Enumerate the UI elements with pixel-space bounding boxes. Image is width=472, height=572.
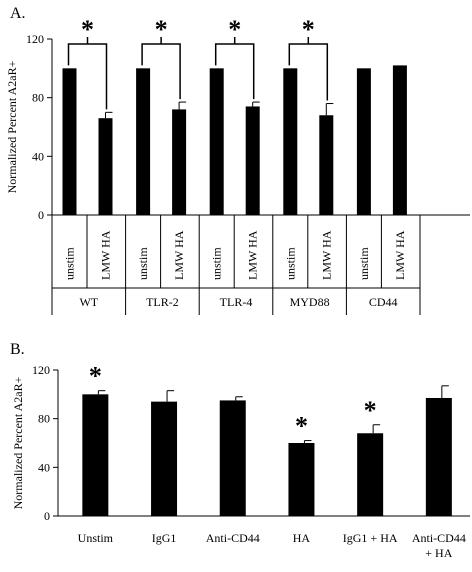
significance-star: * [295,412,308,441]
y-tick-label: 80 [38,412,50,426]
bar [283,68,298,215]
condition-label: LMW HA [246,230,260,280]
y-tick-label: 120 [26,32,44,46]
significance-star: * [364,396,377,425]
panel-b-chart: B. 0 40 80 120 Normalized Percent A2aR+ * Unsti… [10,341,470,560]
bar [356,68,371,215]
bar [319,115,334,215]
bar [219,400,246,516]
condition-label: LMW HA [99,230,113,280]
y-tick-label: 80 [32,91,44,105]
y-tick-label: 0 [44,509,50,523]
significance-star: * [81,15,94,44]
category-label-line: Anti-CD44 [412,531,466,545]
panel-label: B. [10,341,25,358]
category-label-line: + HA [425,546,452,560]
category-label-line: Unstim [78,531,114,545]
bar [209,68,224,215]
y-tick-label: 0 [38,208,44,222]
bar [172,109,187,215]
bar [82,394,109,516]
y-tick-label: 120 [32,363,50,377]
condition-label: LMW HA [393,230,407,280]
condition-label: unstim [283,247,297,280]
category-label-line: IgG1 [152,531,177,545]
condition-label: LMW HA [172,230,186,280]
significance-star: * [155,15,168,44]
category-label-line: Anti-CD44 [206,531,260,545]
bar [425,397,452,516]
panel-a-chart: A. 0 40 80 120 Normalized Percent A2aR+ unstim… [5,5,470,315]
condition-label: unstim [210,247,224,280]
y-tick-label: 40 [32,149,44,163]
bar [98,118,113,215]
category-label: IgG1 [152,531,177,545]
bar [357,433,384,516]
y-tick-label: 40 [38,460,50,474]
condition-label: unstim [136,247,150,280]
group-label: WT [79,295,98,309]
bar [136,68,151,215]
category-label: HA [293,531,311,545]
category-label-line: HA [293,531,311,545]
category-label: Anti-CD44 [206,531,260,545]
bar [245,106,260,215]
category-label: IgG1 + HA [343,531,398,545]
condition-label: unstim [63,247,77,280]
group-label: MYD88 [290,295,330,309]
condition-label: unstim [357,247,371,280]
condition-label: LMW HA [319,230,333,280]
panel-label: A. [10,5,26,22]
category-label: Anti-CD44 + HA [412,531,466,560]
bar [151,401,178,516]
significance-star: * [302,15,315,44]
bar [62,68,77,215]
bar [288,443,315,516]
y-axis-label: Normalized Percent A2aR+ [11,376,25,509]
y-axis-label: Normalized Percent A2aR+ [5,60,19,193]
bar [392,65,407,216]
significance-star: * [89,362,102,391]
category-label: Unstim [78,531,114,545]
group-label: TLR-2 [146,295,179,309]
significance-star: * [228,15,241,44]
group-label: TLR-4 [220,295,253,309]
category-label-line: IgG1 + HA [343,531,398,545]
group-label: CD44 [369,295,398,309]
